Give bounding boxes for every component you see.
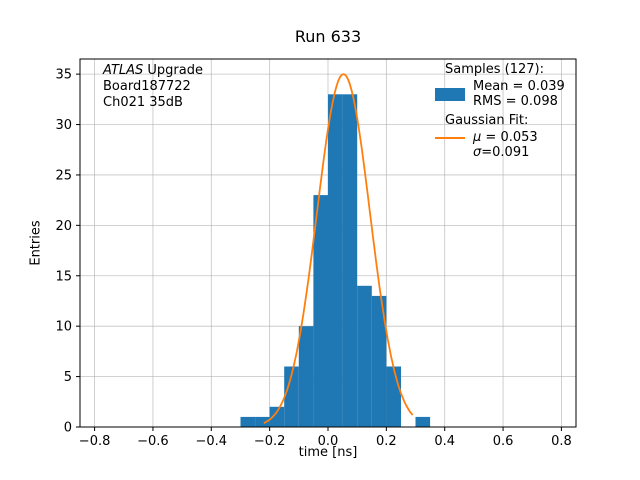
legend-fit-text: μ = 0.053 σ=0.091 bbox=[473, 130, 538, 160]
x-axis-label: time [ns] bbox=[298, 445, 358, 460]
svg-text:−0.8: −0.8 bbox=[79, 434, 111, 449]
legend-entry-histogram: Mean = 0.039 RMS = 0.098 bbox=[431, 79, 565, 109]
legend-histogram-text: Mean = 0.039 RMS = 0.098 bbox=[473, 79, 565, 109]
legend: Samples (127): Mean = 0.039 RMS = 0.098 … bbox=[431, 62, 565, 164]
annotation-line-2: Board187722 bbox=[103, 79, 191, 94]
chart-title: Run 633 bbox=[294, 27, 362, 46]
legend-entry-fit: μ = 0.053 σ=0.091 bbox=[431, 130, 565, 160]
svg-text:0.6: 0.6 bbox=[493, 434, 514, 449]
svg-text:0.8: 0.8 bbox=[551, 434, 572, 449]
fit-line-swatch bbox=[435, 137, 465, 139]
run-annotation: ATLAS Upgrade Board187722 Ch021 35dB bbox=[103, 63, 203, 111]
svg-text:0: 0 bbox=[64, 421, 72, 436]
svg-text:35: 35 bbox=[55, 68, 72, 83]
mu-value: = 0.053 bbox=[481, 130, 538, 145]
legend-mean: Mean = 0.039 bbox=[473, 79, 565, 94]
fit-line-col bbox=[435, 130, 465, 160]
y-axis-label: Entries bbox=[28, 220, 44, 266]
svg-text:15: 15 bbox=[55, 269, 72, 284]
svg-text:−0.2: −0.2 bbox=[254, 434, 286, 449]
mu-symbol: μ bbox=[473, 130, 482, 145]
svg-text:10: 10 bbox=[55, 320, 72, 335]
svg-text:0.4: 0.4 bbox=[434, 434, 455, 449]
histogram-swatch-col bbox=[435, 87, 465, 101]
svg-text:20: 20 bbox=[55, 219, 72, 234]
svg-text:−0.6: −0.6 bbox=[137, 434, 169, 449]
legend-sigma: σ=0.091 bbox=[473, 145, 538, 160]
legend-mu: μ = 0.053 bbox=[473, 130, 538, 145]
legend-fit-header: Gaussian Fit: bbox=[445, 113, 529, 128]
histogram-color-swatch bbox=[435, 87, 465, 101]
sigma-value: =0.091 bbox=[481, 145, 530, 160]
upgrade-label: Upgrade bbox=[143, 63, 203, 78]
svg-text:0.2: 0.2 bbox=[376, 434, 397, 449]
svg-text:5: 5 bbox=[64, 370, 72, 385]
sigma-symbol: σ bbox=[473, 145, 482, 160]
svg-text:0.0: 0.0 bbox=[318, 434, 339, 449]
svg-text:25: 25 bbox=[55, 168, 72, 183]
svg-text:30: 30 bbox=[55, 118, 72, 133]
atlas-label: ATLAS bbox=[103, 63, 144, 78]
legend-rms: RMS = 0.098 bbox=[473, 94, 558, 109]
annotation-line-3: Ch021 35dB bbox=[103, 95, 183, 110]
annotation-line-1: ATLAS Upgrade bbox=[103, 63, 203, 79]
svg-text:−0.4: −0.4 bbox=[196, 434, 228, 449]
legend-samples-header: Samples (127): bbox=[445, 62, 544, 77]
